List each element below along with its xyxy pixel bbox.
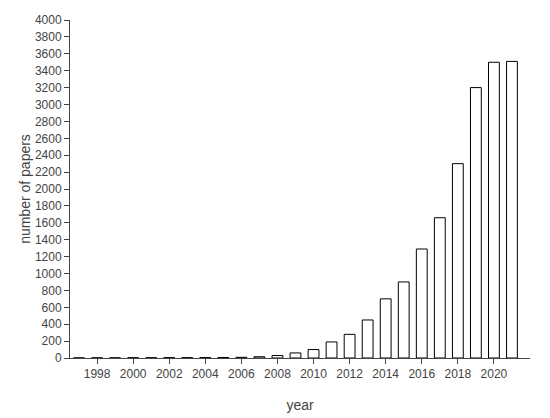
svg-text:1200: 1200 xyxy=(35,250,62,264)
svg-text:2800: 2800 xyxy=(35,115,62,129)
svg-text:2014: 2014 xyxy=(372,367,399,381)
svg-text:3800: 3800 xyxy=(35,30,62,44)
svg-text:2012: 2012 xyxy=(336,367,363,381)
svg-text:3600: 3600 xyxy=(35,47,62,61)
svg-text:2000: 2000 xyxy=(120,367,147,381)
svg-text:600: 600 xyxy=(42,301,62,315)
svg-text:1000: 1000 xyxy=(35,267,62,281)
svg-text:2400: 2400 xyxy=(35,148,62,162)
svg-text:2020: 2020 xyxy=(481,367,508,381)
svg-text:2008: 2008 xyxy=(264,367,291,381)
svg-text:2000: 2000 xyxy=(35,182,62,196)
svg-text:4000: 4000 xyxy=(35,13,62,27)
svg-text:2600: 2600 xyxy=(35,132,62,146)
svg-text:3000: 3000 xyxy=(35,98,62,112)
svg-text:2002: 2002 xyxy=(156,367,183,381)
svg-text:2004: 2004 xyxy=(192,367,219,381)
svg-text:200: 200 xyxy=(42,334,62,348)
svg-text:1600: 1600 xyxy=(35,216,62,230)
svg-text:800: 800 xyxy=(42,284,62,298)
svg-text:number of papers: number of papers xyxy=(17,134,33,244)
svg-text:3200: 3200 xyxy=(35,81,62,95)
svg-text:2006: 2006 xyxy=(228,367,255,381)
svg-text:2016: 2016 xyxy=(408,367,435,381)
svg-text:400: 400 xyxy=(42,317,62,331)
svg-text:year: year xyxy=(286,397,314,413)
svg-text:2010: 2010 xyxy=(300,367,327,381)
svg-text:0: 0 xyxy=(55,351,62,365)
svg-text:2018: 2018 xyxy=(444,367,471,381)
svg-text:2200: 2200 xyxy=(35,165,62,179)
svg-text:3400: 3400 xyxy=(35,64,62,78)
svg-text:1800: 1800 xyxy=(35,199,62,213)
svg-text:1998: 1998 xyxy=(84,367,111,381)
svg-text:1400: 1400 xyxy=(35,233,62,247)
